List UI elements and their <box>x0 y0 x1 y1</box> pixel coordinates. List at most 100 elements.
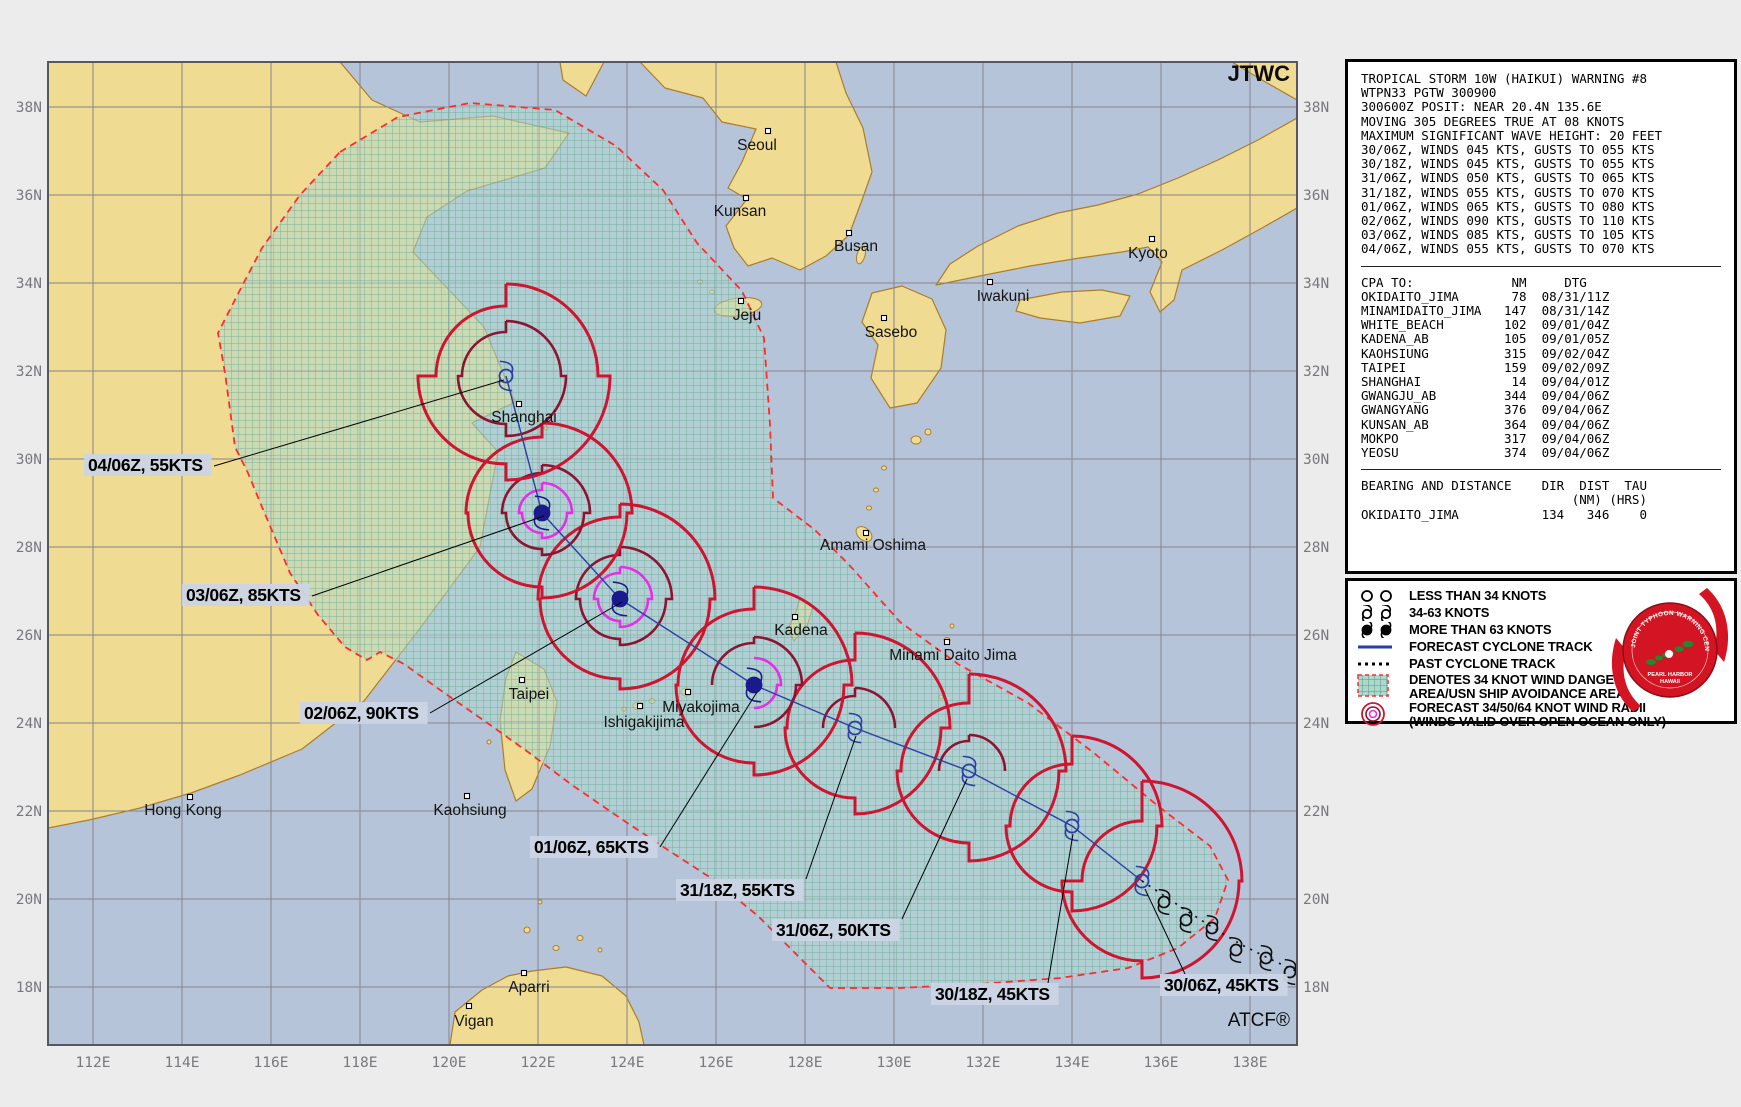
lat-label-left: 30N <box>16 452 42 468</box>
callout-line <box>311 515 545 597</box>
wind-radii-34kt-01-06Z <box>674 585 854 777</box>
city-label: Kaohsiung <box>433 802 506 819</box>
legend-symbol <box>1356 639 1400 655</box>
city-label: Kunsan <box>714 203 767 220</box>
danger-area-swatch <box>1357 674 1389 697</box>
city-kunsan: Kunsan <box>714 194 767 220</box>
city-dot <box>737 297 745 305</box>
lon-label: 126E <box>699 1055 734 1071</box>
lat-label-right: 22N <box>1303 804 1329 820</box>
legend-item-2: MORE THAN 63 KNOTS <box>1356 622 1726 638</box>
wind-radii-64kt-03-06Z <box>517 481 574 540</box>
lon-label: 134E <box>1055 1055 1090 1071</box>
legend-label: FORECAST CYCLONE TRACK <box>1409 639 1593 655</box>
storm-sym <box>1380 605 1392 621</box>
city-label: Kadena <box>774 622 828 639</box>
track-label-04-06Z: 04/06Z, 55KTS <box>84 379 505 476</box>
lon-label: 130E <box>877 1055 912 1071</box>
city-label: Busan <box>834 238 878 255</box>
past-position-symbol-3 <box>1229 936 1243 964</box>
wind-radii-34kt-30-06Z <box>1060 779 1244 980</box>
forecast-point-03-06Z <box>533 495 551 531</box>
wind-radii-50kt-02-06Z <box>574 545 674 647</box>
label-text: 02/06Z, 90KTS <box>304 703 419 723</box>
lat-label-left: 38N <box>16 100 42 116</box>
lat-label-left: 34N <box>16 276 42 292</box>
cpa-table: CPA TO: NM DTG OKIDAITO_JIMA 78 08/31/11… <box>1361 274 1610 461</box>
wind-radii-34kt-30-18Z <box>1004 734 1164 913</box>
legend-symbol <box>1356 656 1400 672</box>
city-label: Sasebo <box>865 324 918 341</box>
city-dot <box>764 127 772 135</box>
wind-radii-icon <box>1361 702 1385 726</box>
callout-line <box>1144 888 1186 975</box>
legend-label: 34-63 KNOTS <box>1409 605 1490 621</box>
legend-item-0: LESS THAN 34 KNOTS <box>1356 588 1726 604</box>
wind-radii-50kt-01-06Z <box>710 635 804 729</box>
city-jeju: Jeju <box>733 297 761 324</box>
less-than-34-icon <box>1361 590 1392 602</box>
past-position-symbol-2 <box>1205 914 1219 942</box>
city-kaohsiung: Kaohsiung <box>433 792 507 819</box>
land-liaodong <box>559 62 605 97</box>
label-text: 04/06Z, 55KTS <box>88 455 203 475</box>
lat-label-left: 22N <box>16 804 42 820</box>
city-dot <box>684 688 692 696</box>
lon-label: 120E <box>432 1055 467 1071</box>
wind-radii-34kt-02-06Z <box>536 502 717 691</box>
city-dot <box>986 278 994 286</box>
label-text: 01/06Z, 65KTS <box>534 837 649 857</box>
city-label: Ishigakijima <box>604 714 685 731</box>
track-label-01-06Z: 01/06Z, 65KTS <box>530 691 758 858</box>
past-track-icon <box>1358 662 1392 666</box>
hurr-sym <box>1380 622 1392 638</box>
logo-island <box>1682 640 1694 648</box>
lon-label: 138E <box>1233 1055 1268 1071</box>
city-dot <box>880 314 888 322</box>
forecast-track-icon <box>1358 645 1392 649</box>
wind-radii-34kt-04-06Z <box>416 282 612 482</box>
lat-label-right: 28N <box>1303 540 1329 556</box>
lat-label-right: 32N <box>1303 364 1329 380</box>
logo-island <box>1674 646 1684 652</box>
logo-swoosh-top <box>1699 588 1729 662</box>
city-dot <box>862 529 870 537</box>
lat-label-right: 20N <box>1303 892 1329 908</box>
city-aparri: Aparri <box>508 969 550 996</box>
lat-label-right: 38N <box>1303 100 1329 116</box>
wind-radii-layer <box>416 282 1244 980</box>
city-label: Kyoto <box>1128 245 1168 262</box>
track-label-02-06Z: 02/06Z, 90KTS <box>300 601 623 724</box>
lon-label: 112E <box>76 1055 111 1071</box>
forecast-point-30-06Z <box>1134 865 1150 897</box>
lon-label: 116E <box>254 1055 289 1071</box>
forecast-point-04-06Z <box>498 360 514 392</box>
city-label: Hong Kong <box>144 802 222 819</box>
wind-radii-50kt-31-18Z <box>821 686 897 729</box>
track-label-03-06Z: 03/06Z, 85KTS <box>182 515 545 606</box>
legend-label: LESS THAN 34 KNOTS <box>1409 588 1547 604</box>
map-content: Seoul Kunsan Busan Jeju Iwakuni Sasebo Kyoto Sh… <box>48 62 1297 1045</box>
city-dot <box>186 793 194 801</box>
callout-line <box>429 601 623 714</box>
legend-item-6: FORECAST 34/50/64 KNOT WIND RADII (WINDS … <box>1356 701 1726 728</box>
city-amami-oshima: Amami Oshima <box>820 529 926 554</box>
label-background <box>530 836 658 858</box>
label-background <box>84 454 212 476</box>
city-dot <box>1148 235 1156 243</box>
lon-label: 128E <box>788 1055 823 1071</box>
lon-label: 124E <box>610 1055 645 1071</box>
lat-label-right: 26N <box>1303 628 1329 644</box>
city-miyakojima: Miyakojima <box>662 688 740 716</box>
city-label: Amami Oshima <box>820 537 926 554</box>
legend-item-4: PAST CYCLONE TRACK <box>1356 656 1726 672</box>
track-label-30-06Z: 30/06Z, 45KTS <box>1144 888 1288 996</box>
lon-label: 118E <box>343 1055 378 1071</box>
city-dot <box>636 702 644 710</box>
logo-sub-text: PEARL HARBOR <box>1648 672 1693 678</box>
legend-rows: LESS THAN 34 KNOTS 34-63 KNOTS MORE THAN 6… <box>1356 588 1726 728</box>
label-background <box>300 702 428 724</box>
past-position-symbol-0 <box>1157 888 1171 916</box>
storm-sym <box>1361 605 1373 621</box>
